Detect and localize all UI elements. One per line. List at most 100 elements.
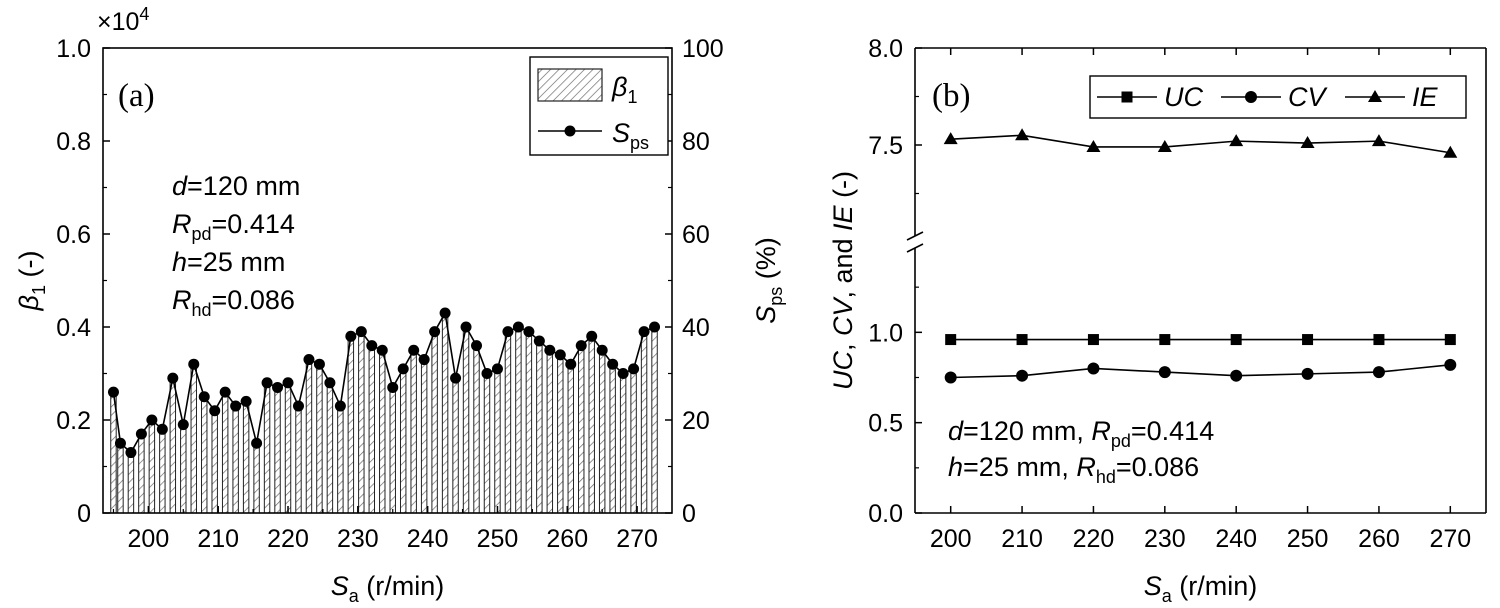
bar-a bbox=[263, 382, 271, 514]
bar-a bbox=[169, 377, 177, 514]
point-uc bbox=[1159, 334, 1171, 346]
point-cv bbox=[944, 371, 957, 384]
ytick-label-left-a: 0.4 bbox=[56, 314, 91, 342]
bar-a bbox=[619, 373, 627, 514]
bar-a bbox=[420, 359, 428, 514]
bar-a bbox=[651, 326, 658, 514]
point-uc bbox=[945, 334, 957, 346]
xtick-label-a: 210 bbox=[197, 525, 239, 553]
point-uc bbox=[1302, 334, 1314, 346]
bar-a bbox=[159, 428, 166, 514]
point-cv bbox=[1016, 369, 1029, 382]
axis-break-mark bbox=[906, 231, 924, 241]
bar-a bbox=[368, 345, 376, 514]
ytick-label-b: 7.5 bbox=[868, 132, 903, 160]
xtick-label-b: 200 bbox=[930, 525, 972, 553]
bar-a bbox=[201, 396, 208, 514]
ytick-label-right-a: 0 bbox=[682, 500, 696, 528]
xtick-label-b: 220 bbox=[1073, 525, 1115, 553]
bar-a bbox=[347, 335, 355, 514]
point-sps bbox=[502, 326, 514, 338]
bar-a bbox=[441, 312, 449, 514]
bar-a bbox=[536, 340, 543, 514]
bar-a bbox=[515, 326, 522, 514]
point-uc bbox=[1087, 334, 1099, 346]
ytick-label-b: 0.5 bbox=[868, 410, 903, 438]
bar-a bbox=[630, 368, 637, 514]
point-sps bbox=[512, 321, 524, 333]
bar-a bbox=[410, 349, 417, 514]
legend-label-sps: Sps​ bbox=[612, 118, 649, 153]
point-sps bbox=[397, 363, 409, 375]
bar-a bbox=[389, 386, 396, 514]
bar-a bbox=[295, 405, 302, 514]
point-sps bbox=[313, 358, 325, 370]
xtick-label-b: 240 bbox=[1215, 525, 1257, 553]
xtick-label-a: 240 bbox=[407, 525, 449, 553]
point-sps bbox=[209, 405, 221, 417]
ytick-label-right-a: 40 bbox=[682, 314, 710, 342]
bar-a bbox=[190, 363, 197, 514]
bar-a bbox=[305, 359, 313, 514]
point-sps bbox=[376, 344, 388, 356]
point-ie bbox=[1015, 128, 1030, 141]
point-sps bbox=[617, 368, 629, 379]
point-sps bbox=[586, 330, 598, 342]
bar-a bbox=[525, 331, 533, 514]
bar-a bbox=[221, 391, 229, 514]
legend-label-cv: CV bbox=[1288, 82, 1328, 112]
point-sps bbox=[251, 437, 263, 449]
point-sps bbox=[303, 354, 315, 366]
point-sps bbox=[471, 340, 483, 352]
point-ie bbox=[1443, 145, 1458, 158]
legend-label-uc: UC bbox=[1164, 82, 1203, 112]
panel-label-b: (b) bbox=[932, 78, 970, 114]
point-cv bbox=[1158, 366, 1171, 379]
point-sps bbox=[638, 326, 650, 338]
bar-a bbox=[253, 442, 260, 514]
xtick-label-a: 270 bbox=[616, 525, 658, 553]
xtick-label-b: 270 bbox=[1429, 525, 1471, 553]
bar-a bbox=[148, 419, 156, 514]
point-cv bbox=[1087, 362, 1100, 375]
axis-break-mark bbox=[906, 243, 924, 253]
xtick-label-b: 250 bbox=[1287, 525, 1329, 553]
point-sps bbox=[292, 400, 304, 412]
xtick-label-a: 260 bbox=[546, 525, 588, 553]
ytick-label-b: 1.0 bbox=[868, 319, 903, 347]
legend-marker-cv bbox=[1245, 91, 1257, 103]
point-sps bbox=[450, 372, 462, 384]
xtick-label-a: 220 bbox=[267, 525, 309, 553]
point-uc bbox=[1016, 334, 1028, 346]
bar-a bbox=[557, 354, 564, 514]
bar-a bbox=[326, 382, 334, 514]
bar-a bbox=[379, 349, 386, 514]
xtick-label-a: 230 bbox=[337, 525, 379, 553]
xtick-label-b: 260 bbox=[1358, 525, 1400, 553]
point-sps bbox=[167, 372, 179, 384]
ytick-label-left-a: 0.6 bbox=[56, 221, 91, 249]
point-sps bbox=[366, 340, 378, 352]
bar-a bbox=[504, 331, 512, 514]
point-uc bbox=[1373, 334, 1385, 346]
annotation-b: d=120 mm, Rpd​=0.414 bbox=[948, 416, 1214, 451]
point-sps bbox=[491, 363, 503, 375]
ytick-label-left-a: 0.2 bbox=[56, 407, 91, 435]
legend-label-ie: IE bbox=[1412, 82, 1439, 112]
point-sps bbox=[156, 423, 168, 435]
point-ie bbox=[1371, 134, 1386, 147]
point-sps bbox=[135, 428, 147, 440]
point-sps bbox=[272, 381, 284, 393]
point-sps bbox=[439, 307, 451, 319]
point-sps bbox=[649, 321, 661, 333]
xtick-label-b: 210 bbox=[1001, 525, 1043, 553]
point-sps bbox=[114, 437, 126, 449]
ytick-label-b: 0.0 bbox=[868, 500, 903, 528]
chart-b: 0.0 0.5 1.0 7.5 8.0 200 210 220 230 240 250 260 270 U… bbox=[828, 35, 1487, 606]
point-ie bbox=[1157, 139, 1172, 152]
legend-a: β1​ Sps​ bbox=[529, 56, 669, 156]
bar-a bbox=[546, 349, 554, 514]
panel-label-a: (a) bbox=[118, 78, 155, 114]
bar-a bbox=[483, 373, 491, 514]
